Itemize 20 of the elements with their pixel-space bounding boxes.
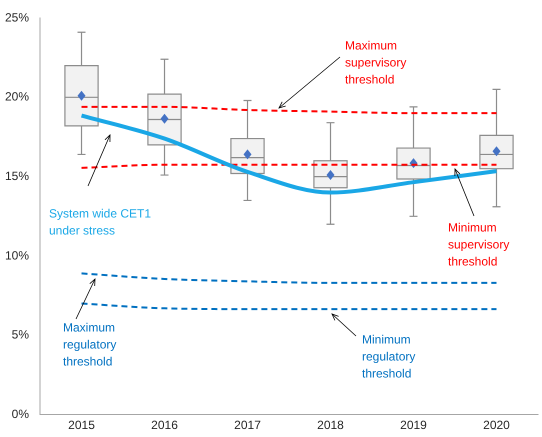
line-series: [80, 114, 498, 195]
line-series: [80, 272, 498, 284]
x-tick-label: 2020: [483, 418, 510, 432]
x-tick-label: 2016: [151, 418, 178, 432]
y-tick-label: 10%: [4, 248, 30, 262]
x-tick-label: 2018: [317, 418, 344, 432]
line-series: [80, 106, 498, 114]
y-tick-label: 25%: [4, 10, 30, 24]
x-tick-label: 2019: [400, 418, 428, 432]
text: Maximum regulatory threshold: [63, 320, 116, 368]
y-tick-label: 15%: [4, 168, 30, 183]
text: Minimum supervisory threshold: [448, 220, 510, 268]
series-label: Minimum regulatory threshold: [362, 332, 416, 380]
text: System wide CET1 under stress: [49, 206, 152, 238]
x-tick-label: 2017: [234, 418, 262, 432]
x-tick-label: 2015: [68, 418, 96, 432]
y-tick-label: 5%: [12, 328, 30, 342]
text: Maximum supervisory threshold: [345, 38, 406, 86]
y-tick-label: 20%: [4, 90, 30, 104]
y-tick-label: 0%: [12, 406, 30, 421]
